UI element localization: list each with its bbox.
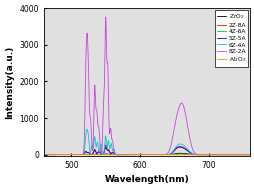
- 8Z-2A: [92, 112, 95, 114]
- 4Z-6A: [92, 153, 95, 156]
- 4Z-6A: [134, 153, 137, 156]
- ZrO$_2$: [134, 153, 137, 156]
- Line: 2Z-8A: 2Z-8A: [44, 145, 249, 155]
- ZrO$_2$: [91, 153, 94, 156]
- 6Z-4A: [85, 128, 88, 130]
- X-axis label: Wavelength(nm): Wavelength(nm): [104, 175, 188, 184]
- 4Z-6A: [178, 153, 181, 155]
- 6Z-4A: [246, 153, 249, 156]
- Line: 5Z-5A: 5Z-5A: [44, 147, 249, 155]
- Al$_2$O$_3$: [134, 153, 137, 156]
- 4Z-6A: [246, 153, 249, 156]
- Line: 8Z-2A: 8Z-2A: [44, 17, 249, 155]
- 4Z-6A: [91, 153, 94, 156]
- 4Z-6A: [90, 153, 93, 156]
- Line: 4Z-6A: 4Z-6A: [44, 154, 249, 155]
- 8Z-2A: [90, 141, 93, 143]
- 2Z-8A: [91, 153, 94, 155]
- ZrO$_2$: [120, 153, 123, 156]
- 6Z-4A: [90, 145, 93, 147]
- 8Z-2A: [248, 153, 251, 156]
- ZrO$_2$: [248, 153, 251, 156]
- 2Z-8A: [246, 153, 249, 156]
- Al$_2$O$_3$: [42, 153, 45, 156]
- ZrO$_2$: [42, 153, 45, 156]
- ZrO$_2$: [246, 153, 249, 156]
- 6Z-4A: [91, 147, 94, 149]
- Line: 6Z-4A: 6Z-4A: [44, 129, 249, 155]
- 4Z-6A: [248, 153, 251, 156]
- 2Z-8A: [134, 153, 137, 156]
- Al$_2$O$_3$: [177, 153, 180, 155]
- 8Z-2A: [91, 148, 94, 150]
- Line: ZrO$_2$: ZrO$_2$: [44, 153, 249, 155]
- 8Z-2A: [246, 153, 249, 156]
- 6Z-4A: [42, 153, 45, 156]
- 6Z-4A: [248, 153, 251, 156]
- 5Z-5A: [134, 153, 137, 156]
- 5Z-5A: [91, 153, 94, 155]
- Al$_2$O$_3$: [246, 153, 249, 156]
- Legend: ZrO$_2$, 2Z-8A, 4Z-6A, 5Z-5A, 6Z-4A, 8Z-2A, Al$_2$O$_3$: ZrO$_2$, 2Z-8A, 4Z-6A, 5Z-5A, 6Z-4A, 8Z-…: [214, 10, 247, 67]
- Al$_2$O$_3$: [92, 153, 95, 156]
- 5Z-5A: [248, 153, 251, 156]
- 8Z-2A: [42, 153, 45, 156]
- Al$_2$O$_3$: [120, 153, 123, 156]
- 8Z-2A: [120, 153, 123, 156]
- ZrO$_2$: [92, 153, 95, 155]
- 4Z-6A: [120, 153, 123, 156]
- Al$_2$O$_3$: [90, 153, 93, 156]
- 2Z-8A: [92, 149, 95, 152]
- 2Z-8A: [42, 153, 45, 156]
- 4Z-6A: [42, 153, 45, 156]
- 2Z-8A: [248, 153, 251, 156]
- 8Z-2A: [134, 153, 137, 156]
- 2Z-8A: [104, 144, 107, 146]
- Al$_2$O$_3$: [91, 153, 94, 156]
- 5Z-5A: [178, 146, 181, 148]
- 5Z-5A: [120, 153, 123, 156]
- Al$_2$O$_3$: [248, 153, 251, 156]
- 2Z-8A: [120, 153, 123, 156]
- 6Z-4A: [120, 153, 123, 156]
- 2Z-8A: [90, 153, 93, 156]
- Line: Al$_2$O$_3$: Al$_2$O$_3$: [44, 154, 249, 155]
- 8Z-2A: [104, 16, 107, 18]
- Y-axis label: Intensity(a.u.): Intensity(a.u.): [5, 45, 14, 119]
- 5Z-5A: [246, 153, 249, 156]
- ZrO$_2$: [178, 152, 181, 154]
- 5Z-5A: [42, 153, 45, 156]
- 5Z-5A: [90, 153, 93, 156]
- 6Z-4A: [92, 142, 95, 144]
- 5Z-5A: [92, 150, 95, 153]
- 6Z-4A: [134, 153, 137, 156]
- ZrO$_2$: [90, 153, 93, 156]
